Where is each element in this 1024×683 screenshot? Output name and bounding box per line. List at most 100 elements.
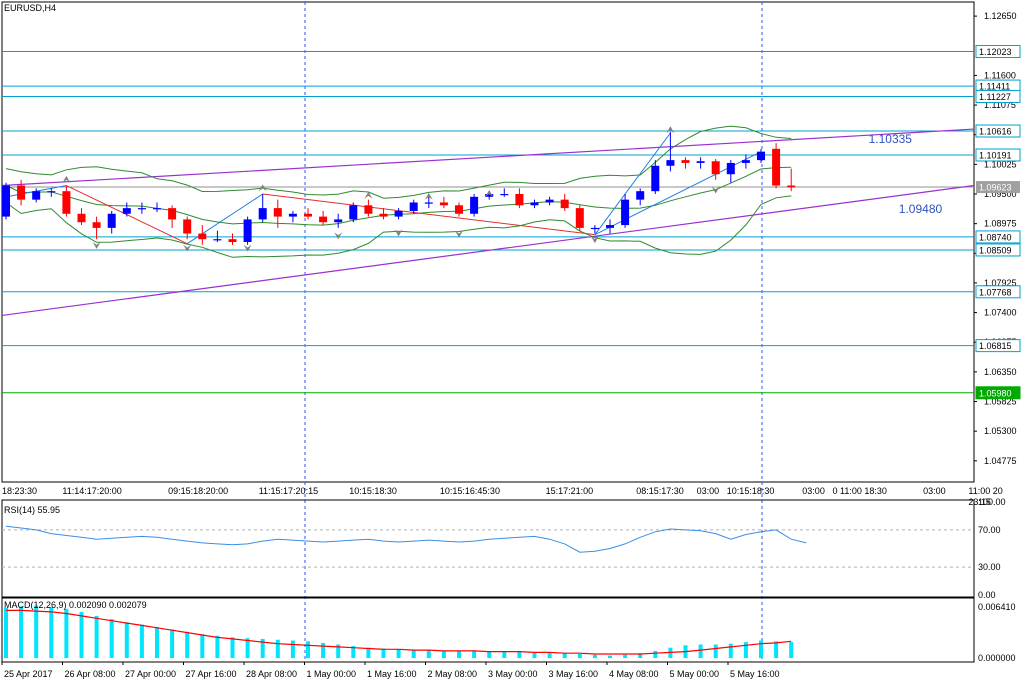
rsi-pane[interactable]: 100.00 70.00 30.00 0.00 [1, 497, 1006, 600]
candle-body[interactable] [288, 213, 297, 217]
candle-body[interactable] [500, 194, 509, 196]
price-tick-label: 1.08975 [984, 219, 1017, 229]
candle-body[interactable] [696, 161, 705, 163]
price-tick-label: 1.06350 [984, 367, 1017, 377]
candle-body[interactable] [137, 208, 146, 210]
current-price-badge [976, 181, 1020, 194]
candle-body[interactable] [364, 205, 373, 214]
candle-body[interactable] [424, 202, 433, 204]
candle-body[interactable] [455, 205, 463, 214]
macd-pane[interactable]: 0.006410 0.000000 [1, 597, 1016, 663]
macd-histogram-bar [381, 648, 386, 658]
candle-body[interactable] [62, 191, 71, 214]
candle-body[interactable] [258, 208, 267, 220]
candle-body[interactable] [168, 208, 177, 220]
macd-histogram-bar [351, 646, 356, 658]
candle-body[interactable] [515, 194, 524, 206]
candle-body[interactable] [545, 199, 554, 203]
candle-body[interactable] [787, 185, 796, 188]
macd-histogram-bar [608, 655, 612, 658]
candle-body[interactable] [575, 208, 584, 228]
macd-histogram-bar [728, 643, 733, 658]
candle-body[interactable] [590, 227, 599, 230]
candle-body[interactable] [741, 160, 750, 163]
candle-body[interactable] [77, 213, 86, 223]
candle-body[interactable] [334, 219, 343, 223]
candle-body[interactable] [636, 191, 645, 200]
session-label-text: 18:23:30 [2, 486, 38, 496]
candle-body[interactable] [349, 205, 358, 220]
time-axis-label: 28 Apr 08:00 [246, 669, 297, 679]
channel-line [1, 128, 975, 187]
band-line [5, 125, 792, 199]
rsi-pane-frame [1, 499, 975, 598]
session-label-text: 10:15:16:45:30 [439, 486, 500, 496]
candle-body[interactable] [243, 219, 252, 242]
macd-tick-label: 0.000000 [978, 653, 1016, 663]
main-price-pane[interactable]: 1.126501.116001.110751.105501.100251.095… [1, 1, 1021, 662]
candle-body[interactable] [92, 222, 101, 228]
macd-histogram-bar [306, 641, 310, 658]
session-label-text: 11:00 20 23:15 [968, 486, 1003, 507]
macd-histogram-bar [155, 627, 159, 658]
session-label-text: 10:15:18:30 [726, 486, 775, 496]
macd-histogram-bar [19, 606, 24, 658]
candle-body[interactable] [621, 199, 630, 226]
price-level-label: 1.08740 [979, 232, 1012, 242]
candle-body[interactable] [651, 165, 660, 192]
candle-body[interactable] [439, 202, 448, 206]
candle-body[interactable] [107, 213, 116, 228]
macd-histogram-bar [698, 644, 703, 658]
fractal-down-arrow [394, 229, 403, 237]
price-tick-label: 1.07400 [984, 308, 1017, 318]
candle-body[interactable] [198, 233, 207, 240]
candle-body[interactable] [757, 151, 765, 161]
session-label-text: 15:17:21:00 [545, 486, 594, 496]
price-level-label: 1.11227 [979, 92, 1011, 102]
macd-histogram-bar [245, 638, 250, 658]
candle-body[interactable] [273, 208, 282, 217]
candle-body[interactable] [666, 160, 675, 166]
candle-body[interactable] [32, 191, 41, 200]
fractal-down-arrow [711, 186, 720, 194]
price-level-badge [975, 285, 1021, 299]
candle-body[interactable] [681, 160, 690, 163]
session-label-text: 03:00 [802, 486, 825, 496]
candle-body[interactable] [2, 185, 10, 217]
macd-histogram-bar [64, 608, 69, 658]
candle-body[interactable] [560, 199, 569, 209]
macd-histogram-bar [653, 650, 658, 658]
candle-body[interactable] [394, 210, 403, 217]
candle-body[interactable] [319, 216, 328, 223]
candle-body[interactable] [606, 225, 614, 228]
candle-body[interactable] [530, 202, 539, 206]
candle-body[interactable] [470, 196, 479, 214]
macd-histogram-bar [396, 649, 401, 658]
macd-histogram-bar [260, 638, 265, 658]
macd-tick-label: 0.006410 [978, 602, 1016, 612]
candle-body[interactable] [726, 162, 735, 175]
candle-body[interactable] [711, 161, 720, 175]
fractal-down-arrow [590, 236, 599, 244]
macd-histogram-bar [713, 644, 718, 658]
candle-body[interactable] [304, 213, 312, 217]
candle-body[interactable] [213, 239, 222, 241]
candle-body[interactable] [772, 148, 781, 186]
price-tick-label: 1.12650 [984, 11, 1017, 21]
candle-body[interactable] [379, 213, 388, 217]
candle-body[interactable] [47, 191, 56, 193]
candle-body[interactable] [409, 202, 418, 211]
candle-body[interactable] [228, 239, 237, 242]
session-label: 18:23:30 [2, 486, 37, 497]
macd-histogram-bar [623, 654, 628, 658]
macd-histogram-bar [487, 651, 492, 658]
candle-body[interactable] [183, 219, 192, 234]
fractal-up-arrow [666, 126, 675, 134]
candle-body[interactable] [17, 185, 26, 200]
fractal-up-arrow [424, 192, 433, 200]
candle-body[interactable] [122, 208, 131, 214]
candle-body[interactable] [153, 208, 161, 210]
candle-body[interactable] [485, 194, 494, 197]
